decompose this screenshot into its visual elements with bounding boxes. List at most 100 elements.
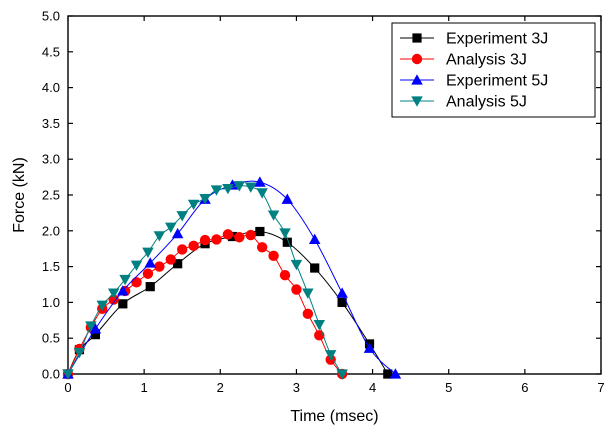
data-point: [96, 300, 109, 312]
data-point: [268, 250, 279, 262]
y-tick-label: 3.5: [42, 116, 60, 131]
data-point: [188, 240, 199, 252]
y-axis-title: Force (kN): [11, 157, 28, 233]
legend-item: Experiment 3J: [400, 31, 548, 48]
data-point: [310, 263, 320, 273]
legend-item: Analysis 5J: [400, 94, 527, 111]
legend-label: Analysis 5J: [446, 94, 527, 111]
x-tick-label: 1: [141, 380, 148, 395]
data-point: [389, 368, 402, 379]
data-point: [279, 269, 291, 281]
data-point: [176, 211, 188, 222]
series-line: [67, 185, 343, 375]
y-tick-label: 2.0: [42, 223, 60, 238]
legend-marker: [412, 33, 422, 43]
x-tick-label: 6: [521, 380, 528, 395]
data-point: [363, 342, 376, 353]
data-point: [117, 285, 129, 296]
data-point: [336, 369, 348, 380]
data-point: [142, 247, 154, 259]
y-tick-label: 4.5: [42, 44, 60, 59]
data-point: [118, 299, 128, 309]
data-point: [173, 259, 183, 269]
legend-marker: [411, 96, 423, 107]
data-point: [130, 260, 143, 271]
data-point: [89, 323, 102, 334]
data-point: [245, 229, 256, 241]
data-point: [254, 176, 266, 187]
data-point: [73, 347, 86, 359]
data-point: [107, 288, 120, 299]
legend-label: Experiment 3J: [446, 31, 548, 48]
x-axis-title: Time (msec): [290, 408, 378, 425]
y-tick-label: 4.0: [42, 80, 60, 95]
data-point: [145, 282, 155, 292]
data-point: [119, 274, 131, 286]
data-point: [281, 193, 294, 204]
legend: Experiment 3J Analysis 3J Experiment 5J Ana…: [391, 22, 596, 118]
data-point: [222, 229, 234, 240]
data-point: [108, 294, 119, 305]
data-point: [153, 231, 166, 242]
x-tick-label: 7: [597, 380, 604, 395]
y-tick-label: 0.0: [42, 367, 60, 382]
series-experiment-5j: [62, 176, 402, 379]
data-point: [165, 254, 176, 265]
legend-marker: [411, 74, 423, 85]
data-point: [324, 350, 337, 361]
legend-label: Experiment 5J: [446, 73, 548, 90]
axes-layer: 0 1 2 3 4 5 6 7 0.0 0.5 1.0 1.5 2.0 2.5 3.0 3.5 4.0 4.5 5.…: [42, 9, 605, 396]
data-point: [165, 222, 177, 233]
data-point: [85, 321, 97, 332]
series-line: [67, 233, 343, 375]
data-point: [255, 226, 265, 237]
data-point: [383, 369, 393, 379]
data-point: [279, 228, 291, 239]
data-point: [90, 330, 101, 340]
data-point: [336, 287, 348, 298]
data-point: [187, 199, 200, 211]
data-point: [131, 277, 142, 288]
data-point: [282, 237, 292, 247]
data-point: [308, 233, 321, 244]
y-tick-label: 3.0: [42, 152, 60, 167]
series-line: [67, 180, 396, 375]
data-point: [337, 297, 347, 307]
data-point: [171, 227, 184, 239]
data-point: [313, 319, 326, 331]
legend-item: Experiment 5J: [400, 73, 548, 90]
x-tick-label: 4: [369, 380, 376, 395]
data-point: [142, 268, 154, 279]
data-point: [267, 210, 280, 221]
y-tick-label: 1.0: [42, 295, 60, 310]
data-point: [233, 181, 246, 192]
x-tick-label: 2: [217, 380, 224, 395]
data-point: [290, 259, 303, 271]
data-point: [154, 261, 165, 272]
data-point: [234, 232, 245, 243]
y-tick-label: 2.5: [42, 188, 60, 203]
x-tick-label: 5: [445, 380, 452, 395]
data-point: [210, 185, 223, 196]
x-tick-label: 0: [64, 380, 71, 395]
y-tick-label: 5.0: [42, 9, 60, 24]
legend-marker: [411, 53, 423, 65]
series-layer: [62, 176, 402, 380]
data-point: [62, 369, 74, 380]
data-point: [144, 257, 156, 268]
legend-item: Analysis 3J: [400, 52, 527, 69]
data-point: [211, 234, 222, 245]
data-point: [291, 284, 302, 295]
data-point: [199, 193, 211, 205]
data-point: [302, 288, 314, 299]
data-point: [244, 182, 257, 193]
data-point: [302, 308, 314, 320]
y-tick-label: 0.5: [42, 331, 60, 346]
data-point: [177, 244, 188, 255]
legend-label: Analysis 3J: [446, 52, 527, 69]
data-point: [256, 242, 268, 253]
data-point: [199, 234, 211, 246]
x-tick-label: 3: [293, 380, 300, 395]
series-analysis-5j: [62, 181, 348, 380]
